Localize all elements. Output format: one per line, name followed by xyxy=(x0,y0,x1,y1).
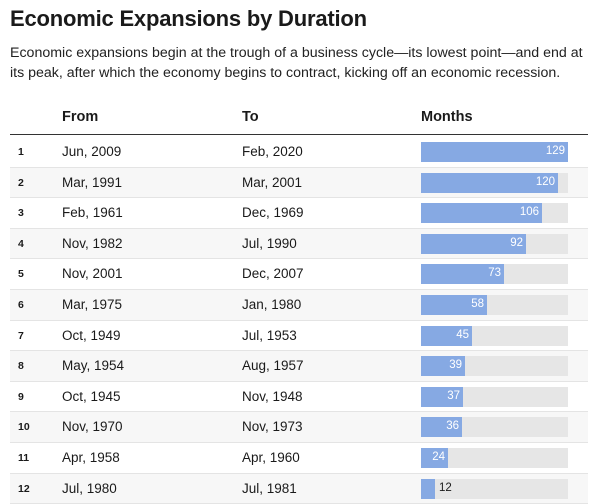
months-bar xyxy=(421,142,568,162)
bar-track: 36 xyxy=(421,417,568,438)
bar-track: 37 xyxy=(421,386,568,407)
rank-cell: 3 xyxy=(18,207,24,220)
months-label: 129 xyxy=(545,145,565,157)
bar-track: 58 xyxy=(421,294,568,315)
months-label: 92 xyxy=(510,236,523,249)
table-row: 6 Mar, 1975 Jan, 1980 58 xyxy=(10,289,588,321)
table-row: 1 Jun, 2009 Feb, 2020 129 xyxy=(10,137,588,168)
bar-track: 120 xyxy=(421,172,568,193)
months-label: 39 xyxy=(449,359,462,372)
rank-cell: 5 xyxy=(18,268,24,281)
from-cell: Jul, 1980 xyxy=(62,480,117,496)
rank-cell: 4 xyxy=(18,237,24,250)
rank-cell: 2 xyxy=(18,176,24,189)
rank-cell: 10 xyxy=(18,421,30,434)
table-row: 4 Nov, 1982 Jul, 1990 92 xyxy=(10,228,588,260)
months-label: 37 xyxy=(447,389,460,402)
header-months: Months xyxy=(421,109,473,125)
from-cell: Feb, 1961 xyxy=(62,205,123,221)
months-bar xyxy=(421,172,558,193)
table-body: 1 Jun, 2009 Feb, 2020 129 2 Mar, 1991 Mar, 200… xyxy=(10,137,588,504)
from-cell: Nov, 1982 xyxy=(62,235,123,251)
months-bar xyxy=(421,325,472,346)
from-cell: Mar, 1975 xyxy=(62,296,123,312)
from-cell: May, 1954 xyxy=(62,358,125,374)
table-row: 2 Mar, 1991 Mar, 2001 120 xyxy=(10,167,588,199)
to-cell: Mar, 2001 xyxy=(242,174,303,190)
table-row: 5 Nov, 2001 Dec, 2007 73 xyxy=(10,259,588,290)
table-header: From To Months xyxy=(10,106,588,135)
table-row: 8 May, 1954 Aug, 1957 39 xyxy=(10,351,588,382)
months-bar xyxy=(421,356,465,377)
months-label: 24 xyxy=(432,450,445,463)
from-cell: Nov, 1970 xyxy=(62,419,123,435)
table-row: 9 Oct, 1945 Nov, 1948 37 xyxy=(10,382,588,413)
months-label: 45 xyxy=(456,328,469,341)
to-cell: Jul, 1990 xyxy=(242,235,297,251)
to-cell: Feb, 2020 xyxy=(242,144,303,159)
months-bar xyxy=(421,294,487,315)
bar-track: 12 xyxy=(421,478,568,499)
from-cell: Oct, 1949 xyxy=(62,327,121,343)
months-bar xyxy=(421,478,435,499)
from-cell: Oct, 1945 xyxy=(62,388,121,404)
bar-track: 73 xyxy=(421,264,568,285)
table-row: 11 Apr, 1958 Apr, 1960 24 xyxy=(10,443,588,474)
to-cell: Apr, 1960 xyxy=(242,449,300,465)
from-cell: Mar, 1991 xyxy=(62,174,123,190)
to-cell: Dec, 1969 xyxy=(242,205,304,221)
months-bar xyxy=(421,233,526,254)
to-cell: Nov, 1948 xyxy=(242,388,303,404)
rank-cell: 11 xyxy=(18,451,30,464)
to-cell: Aug, 1957 xyxy=(242,358,304,374)
to-cell: Jul, 1953 xyxy=(242,327,297,343)
bar-track: 129 xyxy=(421,142,568,162)
months-label: 120 xyxy=(535,175,555,188)
rank-cell: 12 xyxy=(18,482,30,495)
to-cell: Jul, 1981 xyxy=(242,480,297,496)
rank-cell: 7 xyxy=(18,329,24,342)
table-row: 12 Jul, 1980 Jul, 1981 12 xyxy=(10,473,588,504)
from-cell: Nov, 2001 xyxy=(62,266,123,282)
header-from: From xyxy=(62,109,99,125)
header-to: To xyxy=(242,109,259,125)
months-label: 36 xyxy=(446,420,459,433)
from-cell: Apr, 1958 xyxy=(62,449,120,465)
table-row: 7 Oct, 1949 Jul, 1953 45 xyxy=(10,321,588,352)
months-bar xyxy=(421,264,504,285)
to-cell: Dec, 2007 xyxy=(242,266,304,282)
months-label: 12 xyxy=(439,481,452,494)
months-label: 58 xyxy=(471,297,484,310)
bar-track: 39 xyxy=(421,356,568,377)
chart-subtitle: Economic expansions begin at the trough … xyxy=(10,45,583,81)
bar-track: 45 xyxy=(421,325,568,346)
rank-cell: 8 xyxy=(18,360,24,373)
chart-title: Economic Expansions by Duration xyxy=(10,6,367,31)
months-bar xyxy=(421,203,542,224)
bar-track: 24 xyxy=(421,447,568,468)
months-bar xyxy=(421,417,462,438)
to-cell: Nov, 1973 xyxy=(242,419,303,435)
months-bar xyxy=(421,447,448,468)
rank-cell: 9 xyxy=(18,390,24,403)
rank-cell: 1 xyxy=(18,146,24,158)
months-label: 73 xyxy=(488,267,501,280)
bar-track: 92 xyxy=(421,233,568,254)
from-cell: Jun, 2009 xyxy=(62,144,122,159)
months-bar xyxy=(421,386,463,407)
table-row: 10 Nov, 1970 Nov, 1973 36 xyxy=(10,412,588,443)
to-cell: Jan, 1980 xyxy=(242,296,302,312)
table-row: 3 Feb, 1961 Dec, 1969 106 xyxy=(10,198,588,229)
bar-track: 106 xyxy=(421,203,568,224)
rank-cell: 6 xyxy=(18,298,24,311)
months-label: 106 xyxy=(519,206,539,219)
